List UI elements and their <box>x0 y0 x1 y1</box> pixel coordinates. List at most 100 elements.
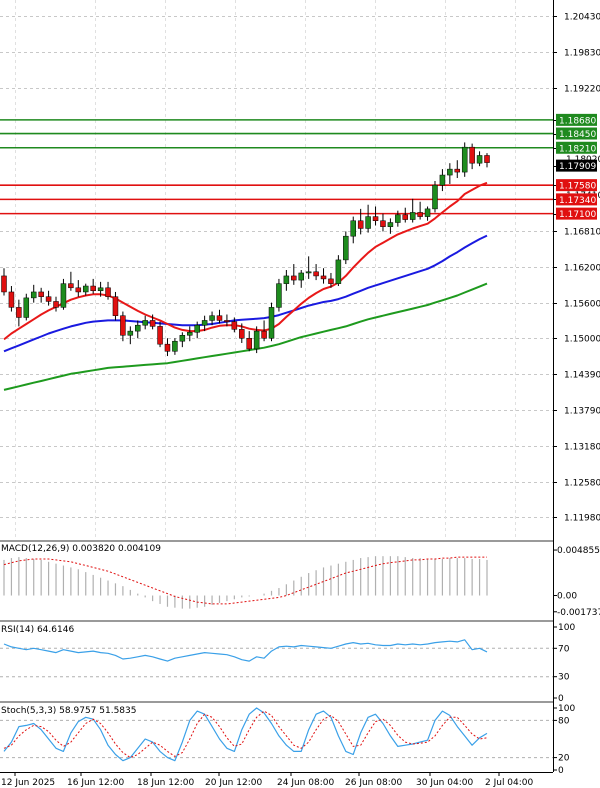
macd-pane: 0.004855 0.00 -0.001737 <box>3 546 600 618</box>
candle-bearish <box>313 271 319 277</box>
support-tag <box>556 207 597 220</box>
macd-tick-label: 0.004855 <box>557 546 600 556</box>
candle-bearish <box>216 315 223 321</box>
candle-bearish <box>357 220 364 229</box>
rsi-tick-label: 30 <box>558 673 570 683</box>
candle-bearish <box>112 296 119 316</box>
candle-bullish <box>179 335 186 342</box>
macd-label: MACD(12,26,9) 0.003820 0.004109 <box>1 544 161 554</box>
candle-bearish <box>291 275 297 281</box>
candle-bearish <box>231 321 238 330</box>
macd-tick-label: 0.00 <box>557 592 577 602</box>
candle-bullish <box>194 324 200 333</box>
time-tick-label: 24 Jun 08:00 <box>277 778 334 788</box>
stoch-k-line <box>3 707 488 762</box>
candle-bullish <box>305 271 312 274</box>
candle-bearish <box>90 285 96 292</box>
candle-bullish <box>365 216 371 229</box>
moving-average-green <box>3 282 488 391</box>
candle-bullish <box>350 220 356 237</box>
candle-bearish <box>328 278 334 284</box>
candle-bullish <box>23 297 30 318</box>
candle-bullish <box>447 168 453 176</box>
candle-bullish <box>439 174 446 186</box>
pane-separator <box>0 540 553 542</box>
support-tag <box>556 179 597 192</box>
support-tag-label: 1.17100 <box>559 210 596 220</box>
time-tick-label: 2 Jul 04:00 <box>485 778 534 788</box>
support-tag <box>556 193 597 206</box>
candle-bullish <box>135 324 141 332</box>
candle-bullish <box>127 330 134 336</box>
candle-bearish <box>454 168 461 173</box>
candle-bullish <box>209 315 215 321</box>
stoch-d-line <box>3 710 488 759</box>
current-price-tag <box>556 159 597 172</box>
price-tick-label: 1.15600 <box>564 300 600 310</box>
resistance-tag-label: 1.18450 <box>559 130 596 140</box>
candle-bearish <box>380 220 386 227</box>
price-tick-label: 1.19830 <box>564 49 600 59</box>
time-tick-label: 18 Jun 12:00 <box>137 778 194 788</box>
candle-bearish <box>16 307 22 318</box>
moving-average-blue <box>3 234 488 353</box>
candlesticks <box>1 142 490 357</box>
macd-signal-line <box>3 556 487 605</box>
candle-bearish <box>105 287 111 297</box>
candle-bullish <box>283 275 290 284</box>
rsi-tick-label: 70 <box>558 644 570 654</box>
candle-bullish <box>476 155 483 164</box>
candle-bullish <box>424 208 431 217</box>
rsi-tick-label: 100 <box>558 623 575 633</box>
candle-bullish <box>172 340 178 352</box>
candle-bearish <box>224 320 230 322</box>
current-price-label: 1.17909 <box>559 162 596 172</box>
candle-bearish <box>484 155 490 163</box>
candle-bullish <box>30 291 37 299</box>
macd-tick-label: -0.001737 <box>557 608 600 618</box>
candle-bearish <box>45 296 52 302</box>
resistance-tag <box>556 141 597 154</box>
candle-bullish <box>395 214 401 223</box>
candle-bullish <box>432 184 438 210</box>
price-tags: 1.18680 1.18450 1.18210 1.17580 1.17340 1.171… <box>556 113 597 220</box>
candle-bullish <box>298 272 304 281</box>
rsi-tick-label: 0 <box>558 694 564 704</box>
price-tick-label: 1.14390 <box>564 371 600 381</box>
price-tick-label: 1.11980 <box>564 514 600 524</box>
candle-bullish <box>253 330 260 350</box>
support-resistance-levels <box>0 119 553 215</box>
rsi-line <box>3 639 488 662</box>
moving-average-red <box>3 181 488 341</box>
stoch-tick-label: 20 <box>558 754 570 764</box>
candle-bullish <box>60 283 67 308</box>
time-tick-label: 20 Jun 12:00 <box>205 778 262 788</box>
resistance-tag <box>556 113 597 126</box>
candle-bearish <box>68 283 74 289</box>
price-tick-label: 1.13790 <box>564 407 600 417</box>
candle-bearish <box>149 320 156 327</box>
candle-bearish <box>1 275 7 293</box>
time-tick-label: 12 Jun 2025 <box>1 778 55 788</box>
time-tick-label: 26 Jun 08:00 <box>345 778 402 788</box>
candle-bearish <box>239 329 245 339</box>
support-tag-label: 1.17580 <box>559 182 596 192</box>
stoch-pane: 100 80 20 0 <box>0 704 575 776</box>
candle-bullish <box>461 146 468 173</box>
candle-bullish <box>387 222 394 227</box>
candle-bearish <box>469 146 475 164</box>
price-tick-label: 1.12580 <box>564 479 600 489</box>
time-tick-label: 30 Jun 04:00 <box>416 778 473 788</box>
candle-bearish <box>75 287 82 293</box>
resistance-tag-label: 1.18680 <box>559 116 596 126</box>
candle-bearish <box>246 337 252 350</box>
main-grid <box>0 0 553 540</box>
stoch-label: Stoch(5,3,3) 58.9757 51.5835 <box>1 706 136 716</box>
candle-bearish <box>402 214 409 220</box>
pane-separator <box>0 620 553 622</box>
price-tick-label: 1.16810 <box>564 228 600 238</box>
candle-bullish <box>268 307 275 339</box>
stoch-tick-label: 100 <box>558 704 575 714</box>
